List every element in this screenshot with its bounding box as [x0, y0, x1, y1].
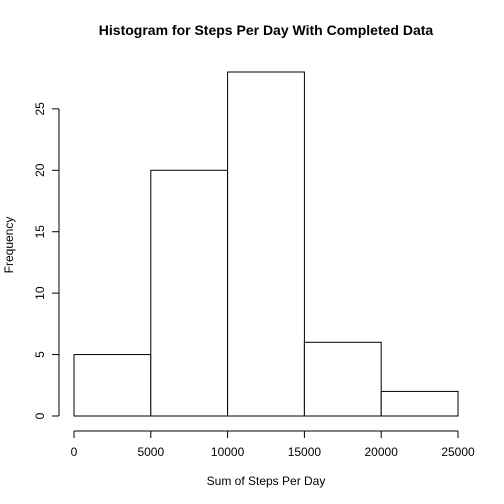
y-tick-label: 0: [33, 412, 47, 419]
chart-title: Histogram for Steps Per Day With Complet…: [99, 22, 434, 38]
x-tick-label: 15000: [288, 445, 322, 459]
x-tick-label: 20000: [365, 445, 399, 459]
y-tick-label: 25: [33, 102, 47, 116]
x-axis: 0 5000 10000 15000 20000 25000: [71, 430, 475, 459]
histogram-bar-1: [150, 169, 229, 417]
x-tick-label: 0: [71, 445, 78, 459]
x-tick-label: 10000: [211, 445, 245, 459]
y-tick-label: 10: [33, 286, 47, 300]
y-tick-label: 15: [33, 225, 47, 239]
histogram-bar-0: [73, 354, 152, 417]
bars-group: [73, 71, 459, 417]
x-axis-label: Sum of Steps Per Day: [207, 474, 326, 488]
histogram-bar-2: [227, 71, 305, 417]
y-tick-label: 20: [33, 163, 47, 177]
histogram-bar-4: [380, 390, 459, 417]
x-tick-label: 5000: [137, 445, 164, 459]
x-tick-label: 25000: [441, 445, 475, 459]
y-tick-label: 5: [33, 351, 47, 358]
histogram-bar-3: [303, 341, 382, 417]
y-axis: 0 5 10 15 20 25: [33, 102, 60, 419]
y-axis-label: Frequency: [2, 217, 16, 274]
